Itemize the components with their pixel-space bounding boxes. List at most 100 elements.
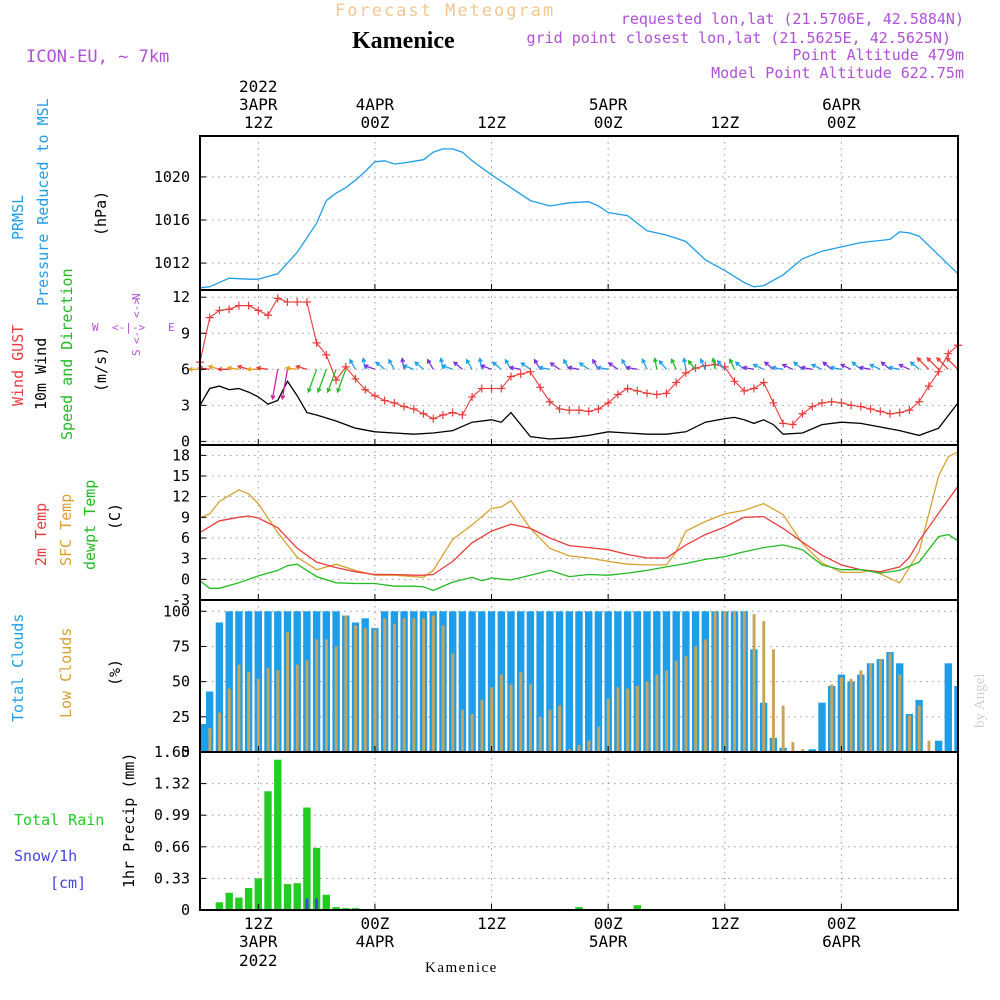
gust-marker [477,384,486,393]
wind-direction-arrow [207,364,220,370]
gust-marker [866,404,875,413]
low-clouds-bar [480,699,484,752]
wind-direction-arrow [887,365,900,371]
gust-marker [779,419,788,428]
gust-marker [380,396,389,405]
wind-direction-arrow [280,369,289,401]
y-tick-label: 50 [172,673,190,691]
gust-marker [895,408,904,417]
header-title: Forecast Meteogram [335,1,555,21]
gust-marker [613,390,622,399]
y-tick-label: 3 [181,550,190,568]
low-clouds-bar [704,639,707,752]
label-dewpt-temp: dewpt Temp [81,480,99,570]
total-clouds-bar [458,611,467,752]
wind-direction-arrow [307,369,318,394]
label-sfc-temp: SFC Temp [57,494,75,566]
compass-rose: N <-> S <- W <-|-> E [92,293,175,356]
wind-direction-arrow [566,365,580,371]
low-clouds-bar [422,618,426,752]
low-clouds-bar [888,653,892,752]
gust-marker [234,301,243,310]
time-label-bottom: 4APR [356,932,395,951]
data-layer [187,148,962,911]
wind-direction-arrow [336,369,347,394]
wind-direction-arrow [441,364,453,370]
label-snow-unit: [cm] [50,874,86,892]
rain-bar [225,892,233,910]
gust-marker [915,397,924,406]
gust-marker [808,402,817,411]
gust-marker [623,384,632,393]
time-label-bottom: 12Z [244,914,273,933]
total-clouds-bar [206,691,214,752]
label-low-clouds: Low Clouds [57,628,75,718]
wind-direction-arrow [363,364,376,370]
gust-marker [788,420,797,429]
total-clouds-bar [614,611,622,752]
wind-direction-arrow [400,357,406,370]
low-clouds-bar [840,677,843,752]
low-clouds-bar [645,681,649,752]
low-clouds-bar [626,688,630,752]
wind-direction-arrow [658,359,667,370]
low-clouds-bar [334,646,338,752]
low-clouds-bar [859,670,863,752]
total-clouds-bar [808,749,816,752]
time-label-top: 00Z [827,113,856,132]
time-label-top: 5APR [589,95,628,114]
wind-direction-arrow [226,365,239,371]
time-label-bottom: 12Z [477,914,506,933]
gust-marker [837,398,846,407]
low-clouds-bar [908,715,911,752]
gust-marker [672,378,681,387]
low-clouds-bar [849,678,853,752]
axis-layer: 101210161020036912-303691215180255075100… [154,77,861,970]
total-clouds-bar [934,740,943,752]
y-tick-label: 12 [172,488,190,506]
gust-marker [740,386,749,395]
low-clouds-bar [227,688,231,752]
low-clouds-bar [354,625,357,752]
wind-direction-arrow [414,361,424,370]
wind-speed-line [199,380,959,440]
compass-e: E [168,321,175,334]
low-clouds-bar [344,615,348,752]
gust-marker [798,409,807,418]
rain-bar [283,884,292,910]
prmsl-line [199,148,959,289]
wind-direction-arrow [711,357,717,370]
low-clouds-bar [237,664,241,752]
rain-bar [322,894,330,910]
wind-direction-arrow [670,358,677,370]
total-clouds-bar [623,611,632,752]
wind-direction-arrow [781,363,794,370]
y-tick-label: 0.66 [154,838,190,856]
gust-marker [876,407,885,416]
wind-direction-arrow [477,357,483,370]
wind-direction-arrow [625,365,638,371]
wind-direction-arrow [316,369,327,394]
time-label-bottom: 3APR [239,932,278,951]
header-altitude: Point Altitude 479m [792,46,964,64]
wind-direction-arrow [187,366,201,372]
y-tick-label: 25 [172,708,190,726]
label-wind-gust: Wind GUST [9,325,27,406]
y-tick-label: 0.33 [154,869,190,887]
time-label-top: 12Z [710,113,739,132]
wind-direction-arrow [607,362,619,370]
svg-text:<-: <- [130,331,143,344]
low-clouds-bar [441,625,445,752]
low-clouds-bar [830,684,834,752]
gust-marker [847,401,856,410]
wind-direction-arrow [741,365,755,371]
wind-direction-arrow [752,363,764,370]
time-label-top: 12Z [477,113,506,132]
low-clouds-bar [616,687,620,752]
gust-marker [448,408,457,417]
label-clouds-unit: (%) [106,659,124,686]
total-clouds-bar [585,611,593,752]
low-clouds-bar [869,663,873,752]
total-clouds-bar [633,611,641,752]
gust-marker [652,390,661,399]
